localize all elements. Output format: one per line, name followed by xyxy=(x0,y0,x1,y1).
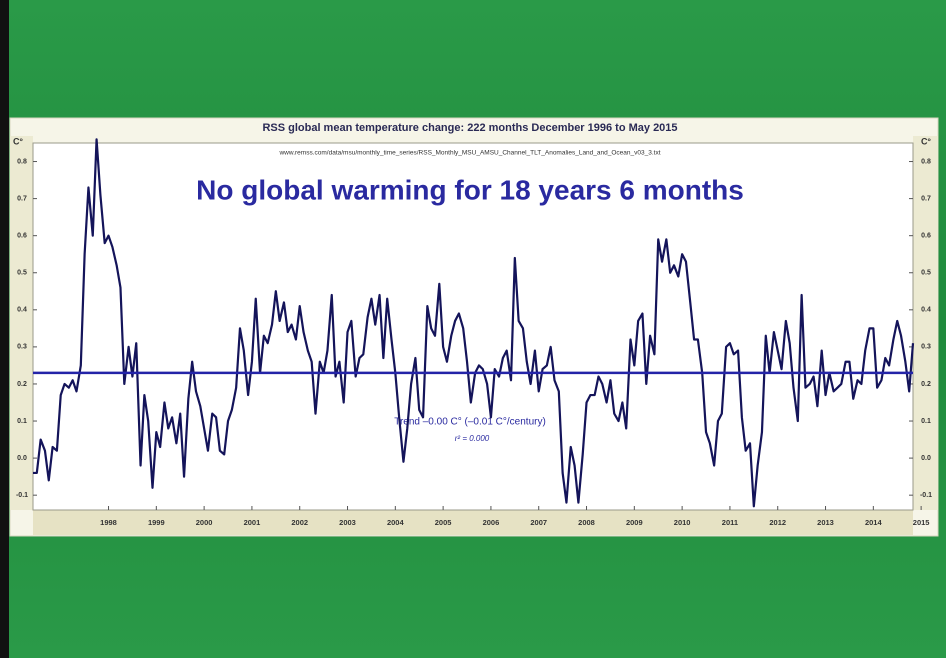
x-tick-label: 2005 xyxy=(435,518,452,527)
chart-title: RSS global mean temperature change: 222 … xyxy=(262,122,677,134)
y-tick-label: 0.6 xyxy=(17,233,27,240)
x-band xyxy=(33,510,913,535)
x-tick-label: 2015 xyxy=(913,518,930,527)
left-edge xyxy=(0,0,9,658)
x-tick-label: 2004 xyxy=(387,518,405,527)
x-tick-label: 2009 xyxy=(626,518,643,527)
x-tick-label: 2010 xyxy=(674,518,691,527)
y-tick-label: 0.5 xyxy=(17,270,27,277)
y-tick-label: 0.0 xyxy=(17,455,27,462)
x-tick-label: 2008 xyxy=(578,518,595,527)
y-tick-label-right: 0.7 xyxy=(921,195,931,202)
y-tick-label-right: 0.3 xyxy=(921,344,931,351)
y-tick-label: 0.8 xyxy=(17,158,27,165)
x-tick-label: 1999 xyxy=(148,518,165,527)
x-tick-label: 2001 xyxy=(244,518,261,527)
subtitle: www.remss.com/data/msu/monthly_time_seri… xyxy=(278,150,660,157)
y-unit: C° xyxy=(13,136,23,146)
x-tick-label: 2006 xyxy=(483,518,500,527)
y-tick-label: 0.1 xyxy=(17,418,27,425)
y-tick-label: 0.4 xyxy=(17,307,27,314)
x-tick-label: 2000 xyxy=(196,518,213,527)
y-tick-label-right: 0.6 xyxy=(921,233,931,240)
y-tick-label: -0.1 xyxy=(16,492,28,499)
x-tick-label: 2003 xyxy=(339,518,356,527)
x-tick-label: 2012 xyxy=(769,518,786,527)
x-tick-label: 2002 xyxy=(291,518,308,527)
temperature-line xyxy=(33,138,915,508)
y-unit-right: C° xyxy=(921,136,931,146)
x-tick-label: 2007 xyxy=(530,518,547,527)
plot-area xyxy=(32,142,914,511)
r2-label: r² = 0.000 xyxy=(455,434,490,443)
x-tick-label: 1998 xyxy=(100,518,117,527)
y-tick-label-right: 0.4 xyxy=(921,307,931,314)
x-tick-label: 2014 xyxy=(865,518,883,527)
left-band xyxy=(10,136,33,510)
right-band xyxy=(913,136,938,510)
x-tick-label: 2011 xyxy=(722,518,738,527)
y-tick-label: 0.3 xyxy=(17,344,27,351)
headline: No global warming for 18 years 6 months xyxy=(196,174,744,205)
y-tick-label-right: 0.0 xyxy=(921,455,931,462)
y-tick-label-right: -0.1 xyxy=(920,492,932,499)
trend-label: Trend –0.00 C° (–0.01 C°/century) xyxy=(394,417,546,428)
y-tick-label-right: 0.8 xyxy=(921,158,931,165)
y-tick-label: 0.7 xyxy=(17,195,27,202)
y-tick-label-right: 0.1 xyxy=(921,418,931,425)
y-tick-label-right: 0.5 xyxy=(921,270,931,277)
y-tick-label: 0.2 xyxy=(17,381,27,388)
x-tick-label: 2013 xyxy=(817,518,834,527)
y-tick-label-right: 0.2 xyxy=(921,381,931,388)
